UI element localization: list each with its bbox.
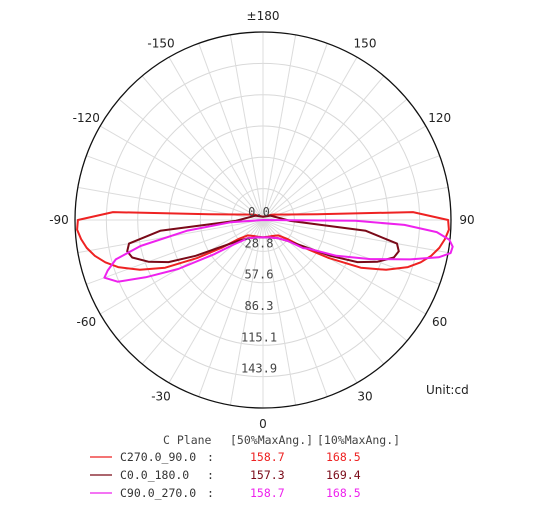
grid-spoke [198,219,264,397]
angle-label: 60 [432,315,447,329]
radial-tick-label: 57.6 [245,268,274,282]
legend-value-50: 157.3 [250,468,285,482]
table-header-10: [10%MaxAng.] [317,433,400,447]
angle-labels: ±180 -150 150 -120 120 -90 90 -60 60 -30 30 0 [49,9,474,431]
grid-spoke [262,125,427,221]
series-curve-2 [103,219,454,283]
legend-value-10: 168.5 [326,486,361,500]
angle-label: 150 [354,36,377,50]
grid-spoke [262,219,449,254]
legend-value-10: 169.4 [326,468,361,482]
radial-tick-label: 86.3 [245,299,274,313]
legend-value-50: 158.7 [250,450,285,464]
table-header-50: [50%MaxAng.] [230,433,313,447]
intensity-curves [76,211,454,283]
grid-spoke [262,98,408,221]
grid-spoke [86,219,264,285]
table-rows: C270.0_90.0: 158.7 168.5 C0.0_180.0: 157.3 16… [90,450,361,500]
grid-spoke [99,125,264,221]
legend-name: C270.0_90.0 [120,450,196,464]
radial-labels: 0.0 28.8 57.6 86.3 115.1 143.9 [241,205,277,376]
angle-label: 30 [357,390,372,404]
unit-label: Unit:cd [426,383,469,397]
grid-spoke [141,75,264,221]
legend-table: C Plane [50%MaxAng.] [10%MaxAng.] C270.0… [90,433,400,500]
grid-spoke [262,34,297,221]
grid-spoke [86,155,264,221]
radial-tick-label: 115.1 [241,330,277,344]
grid-spoke [198,43,264,221]
angle-label: ±180 [247,9,280,23]
grid-spoke [229,219,264,406]
angle-label: 90 [459,213,474,227]
legend-value-50: 158.7 [250,486,285,500]
angle-label: -60 [76,315,96,329]
angle-label: 120 [428,111,451,125]
grid-spoke [262,219,427,315]
angle-label: 0 [259,417,267,431]
legend-name: C90.0_270.0 [120,486,196,500]
radial-tick-label: 0.0 [248,205,270,219]
grid-spoke [168,56,264,221]
grid-spoke [141,219,264,365]
table-header-c-plane: C Plane [163,433,212,447]
grid-spoke [262,219,440,285]
legend-separator: : [207,486,214,500]
radial-tick-label: 143.9 [241,362,277,376]
legend-separator: : [207,468,214,482]
grid-spoke [262,219,328,397]
grid-spoke [262,219,297,406]
legend-value-10: 168.5 [326,450,361,464]
radial-tick-label: 28.8 [245,236,274,250]
legend-name: C0.0_180.0 [120,468,189,482]
grid-spoke [262,43,328,221]
grid-spoke [262,56,358,221]
angle-label: -120 [73,111,100,125]
outer-circle [74,31,452,409]
legend-separator: : [207,450,214,464]
grid-spoke [229,34,264,221]
angle-label: -90 [49,213,69,227]
angle-label: -30 [151,390,171,404]
angle-label: -150 [147,36,174,50]
grid-spoke [262,75,385,221]
grid-spoke [262,219,385,365]
grid-spoke [118,98,264,221]
grid-spoke [262,155,440,221]
grid-spoke [168,219,264,384]
series-curve-0 [76,211,450,271]
grid-spoke [262,219,358,384]
